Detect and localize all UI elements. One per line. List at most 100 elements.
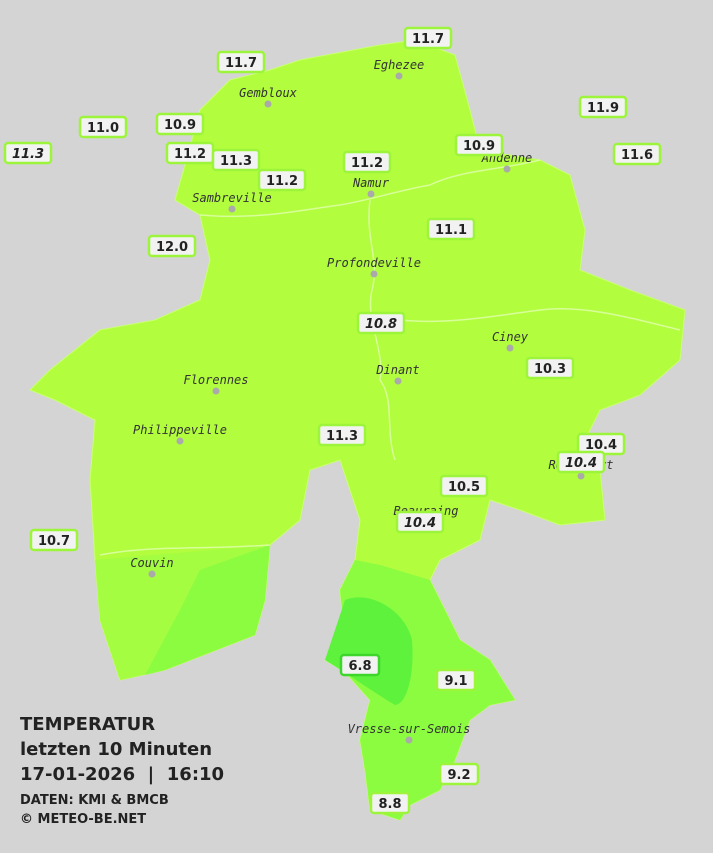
station-box: [339, 653, 381, 677]
station-box: [369, 791, 411, 815]
station-box: [147, 234, 197, 258]
city-name: Philippeville: [133, 423, 227, 437]
station: 11.2: [342, 150, 392, 174]
city-dot: [405, 736, 413, 744]
city-dot: [148, 570, 156, 578]
city-dot: [228, 205, 236, 213]
station-box: [317, 423, 367, 447]
station-value: 11.9: [587, 101, 619, 116]
station: 11.3: [211, 148, 261, 172]
station-value: 11.3: [220, 154, 252, 169]
station-box: [155, 112, 205, 136]
station: 11.1: [426, 217, 476, 241]
station-value: 10.9: [463, 139, 495, 154]
station-box: [29, 528, 79, 552]
city-name: Namur: [352, 176, 390, 190]
station-value: 11.2: [174, 147, 206, 162]
station: 11.2: [257, 168, 307, 192]
station-box: [612, 142, 662, 166]
station-box: [211, 148, 261, 172]
city-dot: [395, 72, 403, 80]
city-name: Couvin: [130, 556, 173, 570]
station: 10.9: [454, 133, 504, 157]
station: 9.2: [438, 762, 480, 786]
cities: EghezeeGemblouxAndenneNamurSambrevillePr…: [130, 58, 614, 744]
station-value: 10.7: [38, 534, 70, 549]
station: 10.8: [356, 311, 406, 335]
station-box: [257, 168, 307, 192]
station: 11.9: [578, 95, 628, 119]
station-box: [342, 150, 392, 174]
city-name: Dinant: [375, 363, 419, 377]
stations: 11.7 11.7 11.9 11.0 10.9 11.3 11.2 11.3 11.2 10.9…: [3, 26, 662, 815]
station-value: 11.3: [12, 147, 44, 162]
station-box: [439, 474, 489, 498]
rivers: [99, 159, 681, 556]
city-dot: [506, 344, 514, 352]
station-value: 8.8: [378, 797, 401, 812]
station: 11.3: [317, 423, 367, 447]
station: 10.4: [556, 450, 606, 474]
zone-cool: [145, 545, 515, 820]
station-value: 11.2: [266, 174, 298, 189]
station-value: 10.4: [585, 438, 617, 453]
station-box: [356, 311, 406, 335]
city-dot: [394, 377, 402, 385]
station-box: [426, 217, 476, 241]
city-name: Vresse-sur-Semois: [348, 722, 471, 736]
station-value: 12.0: [156, 240, 188, 255]
station: 9.1: [435, 668, 477, 692]
source: DATEN: KMI & BMCB: [20, 793, 169, 808]
station-box: [556, 450, 606, 474]
station-box: [403, 26, 453, 50]
city-dot: [503, 165, 511, 173]
city-dot: [367, 190, 375, 198]
station: 11.7: [403, 26, 453, 50]
station: 10.4: [576, 432, 626, 456]
station-value: 11.3: [326, 429, 358, 444]
city-name: Sambreville: [192, 191, 271, 205]
station-value: 10.5: [448, 480, 480, 495]
city-dot: [264, 100, 272, 108]
station-value: 9.1: [444, 674, 467, 689]
city-dot: [176, 437, 184, 445]
city-name: Florennes: [183, 373, 248, 387]
city-name: Gembloux: [239, 86, 298, 100]
station-value: 11.6: [621, 148, 653, 163]
station: 6.8: [339, 653, 381, 677]
station-value: 6.8: [348, 659, 371, 674]
station-value: 9.2: [447, 768, 470, 783]
zone-cold: [325, 597, 413, 705]
city-dot: [577, 472, 585, 480]
copyright: © METEO-BE.NET: [20, 812, 146, 827]
station: 10.4: [395, 510, 445, 534]
station-value: 10.8: [365, 317, 397, 332]
station-value: 11.2: [351, 156, 383, 171]
station-value: 11.7: [412, 32, 444, 47]
station-value: 11.0: [87, 121, 119, 136]
station-value: 10.3: [534, 362, 566, 377]
station-value: 11.1: [435, 223, 467, 238]
station-value: 10.9: [164, 118, 196, 133]
timestamp: 17-01-2026 | 16:10: [20, 764, 224, 785]
station-box: [216, 50, 266, 74]
station-box: [3, 141, 53, 165]
station: 11.6: [612, 142, 662, 166]
station-box: [438, 762, 480, 786]
title: TEMPERATUR: [20, 714, 155, 735]
station: 11.7: [216, 50, 266, 74]
station-value: 11.7: [225, 56, 257, 71]
station-box: [454, 133, 504, 157]
station: 12.0: [147, 234, 197, 258]
station-box: [395, 510, 445, 534]
station: 10.9: [155, 112, 205, 136]
city-name: Profondeville: [327, 256, 421, 270]
city-name: Eghezee: [374, 58, 425, 72]
station-box: [435, 668, 477, 692]
station: 10.5: [439, 474, 489, 498]
station-box: [78, 115, 128, 139]
city-dot: [370, 270, 378, 278]
city-dot: [212, 387, 220, 395]
station: 10.3: [525, 356, 575, 380]
